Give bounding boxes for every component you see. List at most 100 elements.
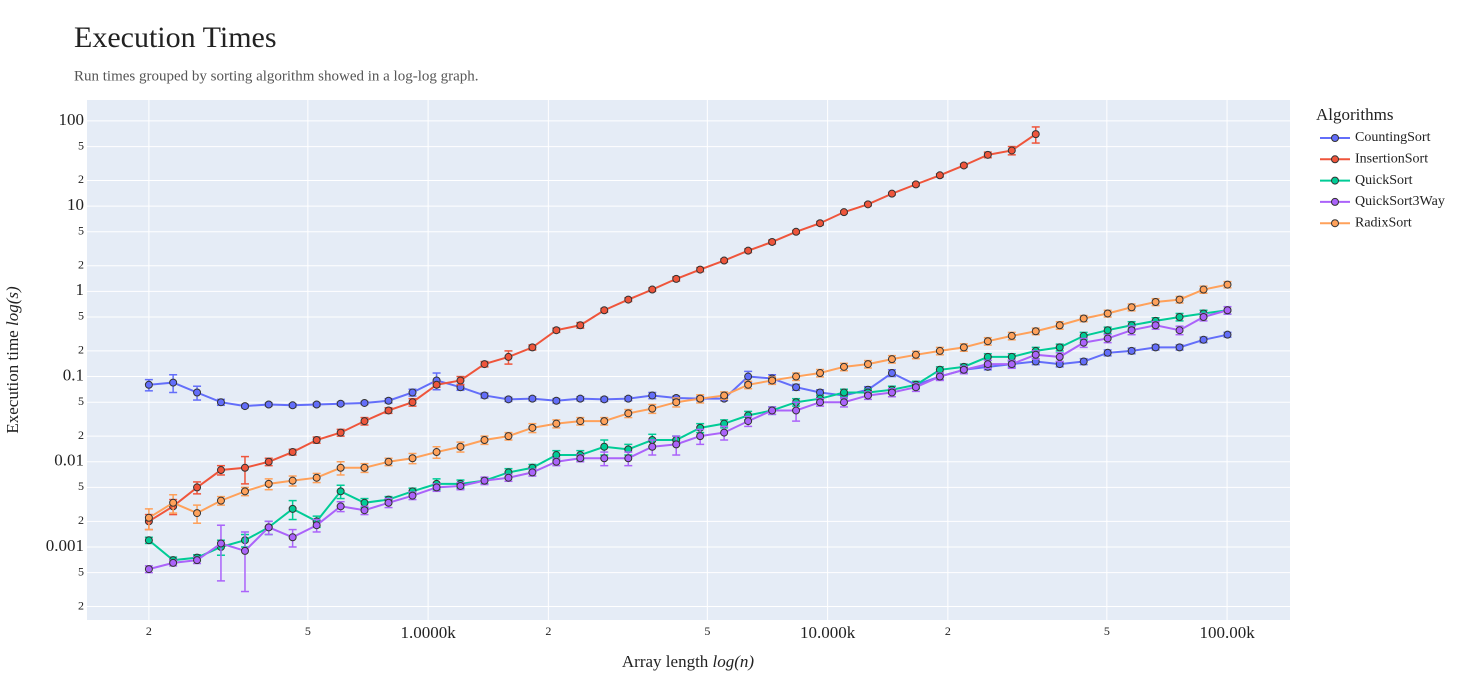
data-point	[216, 466, 225, 475]
data-point	[1127, 303, 1136, 312]
y-tick-label: 5	[78, 479, 84, 493]
data-point	[744, 380, 753, 389]
data-point	[624, 409, 633, 418]
data-point	[959, 161, 968, 170]
data-point	[720, 428, 729, 437]
error-bar	[240, 531, 249, 593]
x-axis-title-text: Array length	[622, 652, 709, 671]
x-axis-title: Array length log(n)	[622, 652, 755, 671]
data-point	[1151, 321, 1160, 330]
legend-label: RadixSort	[1355, 215, 1412, 230]
data-point	[240, 463, 249, 472]
data-point	[1223, 306, 1232, 315]
data-point	[720, 391, 729, 400]
data-point	[839, 398, 848, 407]
series-line	[148, 309, 1228, 571]
data-point	[480, 476, 489, 485]
data-point	[216, 539, 225, 548]
legend-label: InsertionSort	[1355, 152, 1428, 167]
data-point	[432, 448, 441, 457]
data-point	[384, 457, 393, 466]
data-point	[696, 394, 705, 403]
data-point	[1031, 130, 1040, 139]
y-tick-label: 5	[78, 394, 84, 408]
data-point	[959, 365, 968, 374]
data-point	[768, 376, 777, 385]
data-point	[384, 498, 393, 507]
data-point	[600, 306, 609, 315]
data-point	[1079, 338, 1088, 347]
data-point	[1223, 330, 1232, 339]
legend-swatch-marker	[1331, 155, 1339, 164]
data-point	[456, 376, 465, 385]
legend-swatch-marker	[1331, 176, 1339, 185]
data-point	[648, 442, 657, 451]
data-point	[887, 189, 896, 198]
data-point	[576, 321, 585, 330]
data-point	[216, 398, 225, 407]
data-point	[600, 395, 609, 404]
series-line	[148, 309, 1228, 562]
data-point	[264, 457, 273, 466]
data-point	[169, 558, 178, 567]
legend-label: QuickSort	[1355, 173, 1413, 188]
data-point	[193, 483, 202, 492]
x-tick-label: 10.000k	[800, 623, 856, 642]
data-point	[336, 463, 345, 472]
data-point	[816, 398, 825, 407]
data-point	[1031, 327, 1040, 336]
y-tick-label: 2	[78, 343, 84, 357]
y-tick-label: 5	[78, 138, 84, 152]
legend-swatch-marker	[1331, 134, 1339, 142]
data-point	[312, 521, 321, 530]
data-point	[983, 360, 992, 369]
data-point	[288, 401, 297, 410]
x-tick-label: 100.00k	[1199, 623, 1255, 642]
data	[144, 126, 1232, 593]
data-point	[169, 378, 178, 387]
data-point	[935, 372, 944, 381]
data-point	[935, 346, 944, 355]
data-point	[144, 536, 153, 545]
data-point	[528, 423, 537, 432]
data-point	[288, 476, 297, 485]
error-bar	[216, 524, 225, 582]
data-point	[360, 398, 369, 407]
data-point	[193, 509, 202, 518]
data-point	[983, 337, 992, 346]
data-point	[528, 343, 537, 352]
data-point	[1079, 357, 1088, 366]
data-point	[1007, 360, 1016, 369]
data-point	[193, 388, 202, 397]
series-line	[148, 133, 1037, 523]
data-point	[1103, 326, 1112, 335]
data-point	[360, 463, 369, 472]
y-axis-title-text: Execution time	[3, 330, 22, 433]
data-point	[816, 219, 825, 228]
legend-swatch-marker	[1331, 219, 1339, 228]
series-line	[148, 333, 1228, 408]
data-point	[1103, 348, 1112, 357]
data-point	[552, 419, 561, 428]
data-point	[1103, 334, 1112, 343]
x-tick-label: 5	[305, 624, 311, 638]
data-point	[648, 391, 657, 400]
y-tick-label: 10	[67, 195, 84, 214]
y-tick-label: 0.001	[46, 536, 84, 555]
data-point	[911, 350, 920, 359]
grid	[87, 100, 1290, 620]
data-point	[456, 481, 465, 490]
data-point	[552, 457, 561, 466]
data-point	[240, 546, 249, 555]
data-point	[336, 502, 345, 511]
data-point	[744, 417, 753, 426]
plot-area	[87, 100, 1290, 620]
legend-label: QuickSort3Way	[1355, 194, 1445, 209]
data-point	[600, 417, 609, 426]
y-tick-label: 2	[78, 513, 84, 527]
data-point	[264, 479, 273, 488]
data-point	[1175, 312, 1184, 321]
data-point	[672, 274, 681, 283]
data-point	[408, 388, 417, 397]
